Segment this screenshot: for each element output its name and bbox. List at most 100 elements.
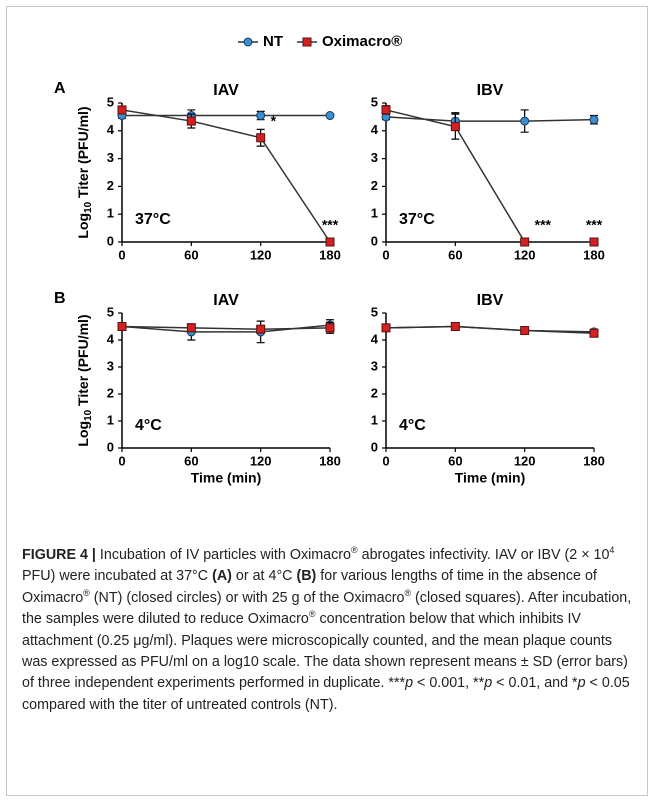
significance-label: * <box>271 112 277 128</box>
caption-text: abrogates infectivity. IAV or IBV (2 × 1… <box>357 547 610 563</box>
x-tick-label: 180 <box>583 453 605 468</box>
marker <box>589 237 599 247</box>
marker <box>325 323 335 333</box>
marker <box>243 37 253 47</box>
marker <box>589 328 599 338</box>
marker <box>450 322 460 331</box>
caption-italic: p <box>405 675 414 692</box>
y-tick-label: 1 <box>107 206 114 221</box>
marker <box>117 105 127 115</box>
marker <box>186 323 196 333</box>
caption-sup: ® <box>308 609 316 620</box>
y-axis-label-part: 10 <box>83 201 94 213</box>
marker <box>256 324 266 334</box>
caption-text: concentration below that which inhibits … <box>22 611 628 692</box>
marker <box>256 111 266 121</box>
marker <box>381 105 391 115</box>
y-tick-label: 1 <box>371 412 378 427</box>
y-tick-label: 3 <box>371 358 378 373</box>
y-tick-label: 5 <box>107 94 114 109</box>
y-tick-label: 3 <box>107 358 114 373</box>
y-tick-label: 4 <box>107 122 115 137</box>
caption-text: < 0.001, ** <box>413 675 485 692</box>
legend-label: NT <box>263 33 283 50</box>
y-tick-label: 0 <box>107 439 114 454</box>
caption: FIGURE 4 | Incubation of IV particles wi… <box>22 545 636 716</box>
panel-label: B <box>54 290 66 307</box>
marker <box>520 326 530 336</box>
caption-text: < 0.05 compared with the titer of untrea… <box>22 675 630 713</box>
x-tick-label: 0 <box>118 453 125 468</box>
caption-sup: 4 <box>609 545 615 556</box>
temperature-label: 4°C <box>135 417 162 434</box>
marker <box>256 133 266 143</box>
y-tick-label: 2 <box>371 178 378 193</box>
caption-text: (closed squares). After incubation, the … <box>22 589 632 628</box>
y-tick-label: 0 <box>107 233 114 248</box>
y-tick-label: 2 <box>107 385 114 400</box>
x-tick-label: 0 <box>118 247 125 262</box>
x-tick-label: 120 <box>514 247 536 262</box>
y-axis-label: Log10 Titer (PFU/ml) <box>75 314 94 446</box>
caption-text: or at 4°C <box>231 568 297 585</box>
y-tick-label: 5 <box>371 304 378 319</box>
marker <box>381 323 391 333</box>
caption-ref: (B) <box>296 568 317 585</box>
marker <box>325 237 335 247</box>
chart-title: IBV <box>477 292 504 309</box>
y-tick-label: 5 <box>107 304 114 319</box>
y-tick-label: 0 <box>371 439 378 454</box>
marker <box>520 237 530 247</box>
x-tick-label: 60 <box>448 247 462 262</box>
caption-text: PFU) were incubated at 37°C <box>22 568 213 585</box>
caption-italic: p <box>577 675 586 692</box>
marker <box>589 115 599 125</box>
y-tick-label: 4 <box>371 331 379 346</box>
x-tick-label: 60 <box>184 453 198 468</box>
caption-sup: ® <box>404 588 412 599</box>
marker <box>302 37 312 47</box>
x-tick-label: 180 <box>319 247 341 262</box>
caption-label: FIGURE 4 | <box>22 547 96 563</box>
y-axis-label-part: Titer (PFU/ml) <box>75 314 91 409</box>
x-axis-label: Time (min) <box>191 470 262 486</box>
caption-sup: ® <box>83 588 90 599</box>
marker <box>450 122 460 132</box>
y-axis-label-part: Titer (PFU/ml) <box>75 106 91 201</box>
temperature-label: 4°C <box>399 417 426 434</box>
chart-title: IAV <box>213 82 239 99</box>
y-tick-label: 3 <box>371 150 378 165</box>
y-axis-label: Log10 Titer (PFU/ml) <box>75 106 94 238</box>
x-tick-label: 120 <box>514 453 536 468</box>
y-tick-label: 5 <box>371 94 378 109</box>
x-axis-label: Time (min) <box>455 470 526 486</box>
y-tick-label: 0 <box>371 233 378 248</box>
y-tick-label: 4 <box>371 122 379 137</box>
y-tick-label: 1 <box>107 412 114 427</box>
caption-text: < 0.01, and * <box>492 675 578 692</box>
y-tick-label: 4 <box>107 331 115 346</box>
marker <box>325 111 335 121</box>
caption-text: *** <box>388 675 406 692</box>
series-line <box>385 109 594 243</box>
y-axis-label-part: 10 <box>83 409 94 421</box>
significance-label: *** <box>322 217 339 233</box>
caption-text: Incubation of IV particles with Oximacro <box>95 547 351 563</box>
significance-label: *** <box>586 217 603 233</box>
panel-label: A <box>54 80 66 97</box>
caption-ref: (A) <box>212 568 232 585</box>
y-axis-label-part: Log <box>75 213 91 239</box>
x-tick-label: 0 <box>382 453 389 468</box>
caption-sup: ® <box>351 545 358 556</box>
x-tick-label: 120 <box>250 247 272 262</box>
caption-italic: p <box>484 675 493 692</box>
chart-title: IBV <box>477 82 504 99</box>
marker <box>186 116 196 126</box>
x-tick-label: 60 <box>184 247 198 262</box>
y-tick-label: 3 <box>107 150 114 165</box>
temperature-label: 37°C <box>399 211 435 228</box>
caption-text: for various lengths of time in the absen… <box>22 568 597 606</box>
y-tick-label: 2 <box>107 178 114 193</box>
